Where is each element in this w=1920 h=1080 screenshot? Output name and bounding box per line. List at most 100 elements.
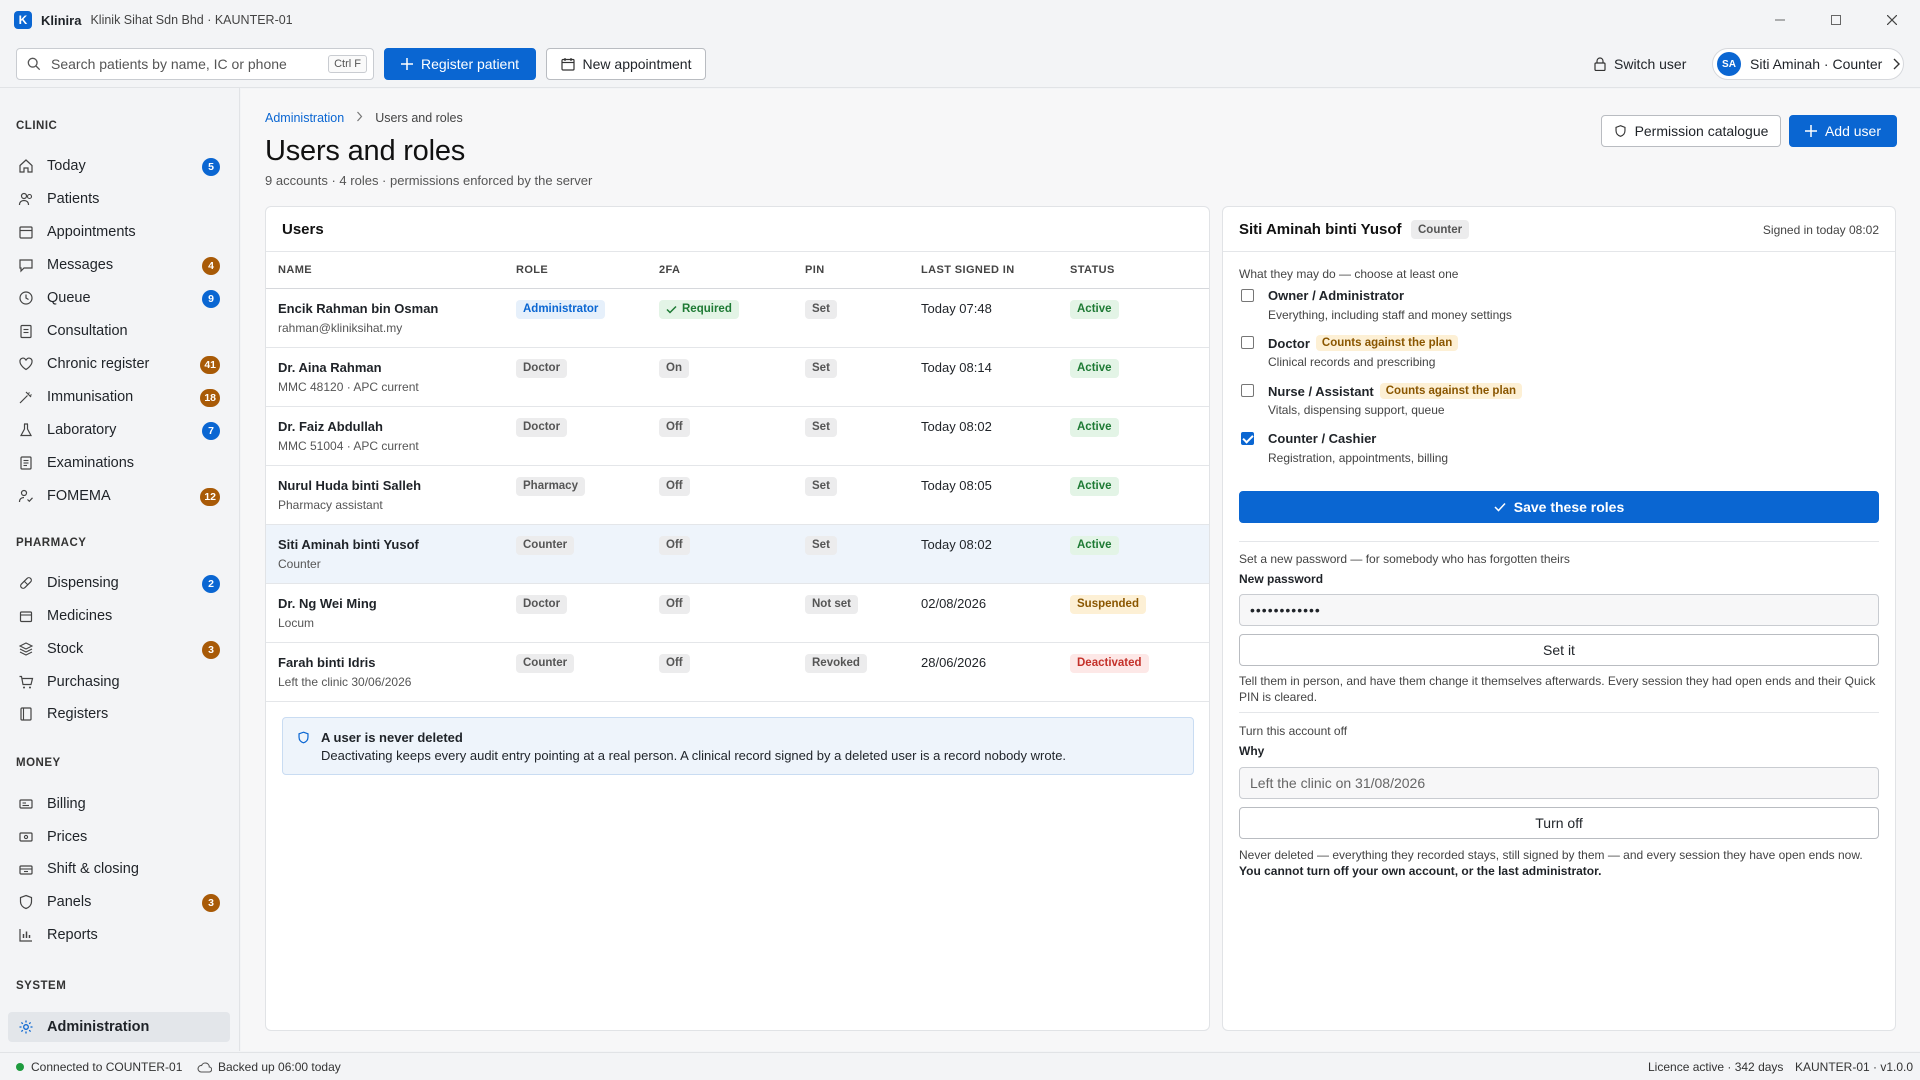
role-checkbox[interactable] <box>1241 289 1254 302</box>
sidebar-item-appointments[interactable]: Appointments <box>8 217 230 247</box>
new-appointment-button[interactable]: New appointment <box>546 47 706 80</box>
role-option-owner[interactable]: Owner / Administrator Everything, includ… <box>1239 287 1879 327</box>
role-option-doctor[interactable]: Doctor Counts against the plan Clinical … <box>1239 334 1879 374</box>
sidebar-item-label: Panels <box>47 894 92 910</box>
receipt-icon <box>19 799 33 809</box>
save-roles-button[interactable]: Save these roles <box>1239 491 1879 523</box>
pin-badge: Not set <box>805 595 858 614</box>
user-detail: Pharmacy assistant <box>278 498 383 512</box>
table-row-selected[interactable]: Siti Aminah binti Yusof Counter Counter … <box>266 525 1209 584</box>
sidebar-item-today[interactable]: Today 5 <box>8 151 230 181</box>
role-checkbox-checked[interactable] <box>1241 432 1254 445</box>
user-name: Dr. Ng Wei Ming <box>278 596 377 611</box>
search-shortcut-hint: Ctrl F <box>328 54 367 73</box>
close-window-button[interactable] <box>1864 0 1920 40</box>
role-title: Counter / Cashier <box>1268 431 1376 446</box>
sidebar-item-reports[interactable]: Reports <box>8 920 230 950</box>
add-user-button[interactable]: Add user <box>1789 115 1897 147</box>
page-title: Users and roles <box>265 135 466 167</box>
sidebar-item-label: Reports <box>47 927 98 943</box>
sidebar-item-shift-closing[interactable]: Shift & closing <box>8 854 230 884</box>
table-row[interactable]: Farah binti Idris Left the clinic 30/06/… <box>266 643 1209 702</box>
table-row[interactable]: Dr. Ng Wei Ming Locum Doctor Off Not set… <box>266 584 1209 643</box>
section-system: SYSTEM <box>16 980 67 992</box>
user-name: Encik Rahman bin Osman <box>278 301 439 316</box>
calendar-icon <box>19 226 33 239</box>
role-description: Registration, appointments, billing <box>1268 451 1449 465</box>
sidebar-item-consultation[interactable]: Consultation <box>8 316 230 346</box>
save-roles-label: Save these roles <box>1513 499 1625 515</box>
section-clinic: CLINIC <box>16 120 58 132</box>
new-appointment-label: New appointment <box>582 55 692 72</box>
permission-catalogue-button[interactable]: Permission catalogue <box>1601 115 1781 147</box>
sidebar-item-billing[interactable]: Billing <box>8 789 230 819</box>
sidebar-item-patients[interactable]: Patients <box>8 184 230 214</box>
table-row[interactable]: Dr. Aina Rahman MMC 48120 · APC current … <box>266 348 1209 407</box>
breadcrumb-current: Users and roles <box>375 111 463 125</box>
person-check-icon <box>18 489 33 503</box>
search-input[interactable] <box>51 55 329 72</box>
role-option-nurse[interactable]: Nurse / Assistant Counts against the pla… <box>1239 382 1879 422</box>
role-description: Clinical records and prescribing <box>1268 355 1436 369</box>
user-detail: MMC 51004 · APC current <box>278 439 419 453</box>
status-bar: Connected to COUNTER-01 Backed up 06:00 … <box>0 1052 1920 1080</box>
bar-chart-icon <box>19 929 32 942</box>
table-row[interactable]: Dr. Faiz Abdullah MMC 51004 · APC curren… <box>266 407 1209 466</box>
shield-icon <box>19 894 33 910</box>
connection-label: Connected to COUNTER-01 <box>31 1060 183 1074</box>
sidebar-item-registers[interactable]: Registers <box>8 699 230 729</box>
sidebar-item-prices[interactable]: Prices <box>8 822 230 852</box>
sidebar-item-fomema[interactable]: FOMEMA 12 <box>8 481 230 511</box>
register-patient-button[interactable]: Register patient <box>384 47 536 80</box>
why-input[interactable] <box>1239 767 1879 799</box>
sidebar-item-label: Examinations <box>47 455 135 471</box>
last-signed-in: Today 08:05 <box>921 478 992 493</box>
switch-user-button[interactable]: Switch user <box>1594 48 1686 80</box>
sidebar-item-label: Consultation <box>47 323 128 339</box>
minimize-button[interactable] <box>1752 0 1808 40</box>
sidebar-item-queue[interactable]: Queue 9 <box>8 283 230 313</box>
sidebar-item-purchasing[interactable]: Purchasing <box>8 667 230 697</box>
sidebar-item-messages[interactable]: Messages 4 <box>8 250 230 280</box>
role-badge: Counter <box>516 654 575 673</box>
role-title: Nurse / Assistant Counts against the pla… <box>1268 383 1523 399</box>
sidebar-item-stock[interactable]: Stock 3 <box>8 634 230 664</box>
breadcrumb-administration-link[interactable]: Administration <box>265 111 345 125</box>
table-row[interactable]: Nurul Huda binti Salleh Pharmacy assista… <box>266 466 1209 525</box>
maximize-button[interactable] <box>1808 0 1864 40</box>
avatar: SA <box>1717 52 1741 76</box>
table-row[interactable]: Encik Rahman bin Osman rahman@kliniksiha… <box>266 289 1209 348</box>
users-card: Users NAME ROLE 2FA PIN LAST SIGNED IN S… <box>265 206 1210 1031</box>
sidebar-item-label: Chronic register <box>47 356 150 372</box>
turn-off-button[interactable]: Turn off <box>1239 807 1879 839</box>
sidebar-item-panels[interactable]: Panels 3 <box>8 887 230 917</box>
pin-badge: Set <box>805 477 837 496</box>
window-controls <box>1752 0 1920 40</box>
message-icon <box>19 259 33 273</box>
last-signed-in: Today 08:14 <box>921 360 992 375</box>
role-option-counter[interactable]: Counter / Cashier Registration, appointm… <box>1239 430 1879 470</box>
app-name: Klinira <box>41 12 82 28</box>
role-checkbox[interactable] <box>1241 336 1254 349</box>
user-detail: MMC 48120 · APC current <box>278 380 419 394</box>
sidebar-item-administration[interactable]: Administration <box>8 1012 230 1042</box>
role-badge: Counter <box>1411 220 1470 239</box>
role-checkbox[interactable] <box>1241 384 1254 397</box>
lock-icon <box>1594 57 1606 71</box>
set-password-button[interactable]: Set it <box>1239 634 1879 666</box>
sidebar-item-examinations[interactable]: Examinations <box>8 448 230 478</box>
sidebar-item-chronic-register[interactable]: Chronic register 41 <box>8 349 230 379</box>
twofa-badge: Required <box>659 300 739 319</box>
sidebar-item-dispensing[interactable]: Dispensing 2 <box>8 568 230 598</box>
role-badge: Administrator <box>516 300 606 319</box>
sidebar-item-medicines[interactable]: Medicines <box>8 601 230 631</box>
flask-icon <box>19 423 33 437</box>
sidebar: CLINIC Today 5 Patients Appointments Mes… <box>0 88 240 1051</box>
sidebar-item-immunisation[interactable]: Immunisation 18 <box>8 382 230 412</box>
current-user-menu[interactable]: SA Siti Aminah · Counter <box>1712 48 1904 80</box>
user-detail: Counter <box>278 557 321 571</box>
patient-search[interactable]: Ctrl F <box>16 47 374 80</box>
section-pharmacy: PHARMACY <box>16 537 87 549</box>
sidebar-item-laboratory[interactable]: Laboratory 7 <box>8 415 230 445</box>
new-password-field[interactable] <box>1239 594 1879 626</box>
